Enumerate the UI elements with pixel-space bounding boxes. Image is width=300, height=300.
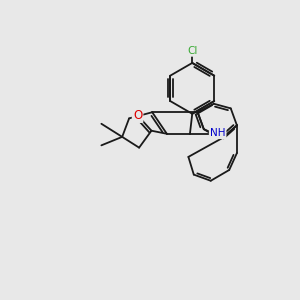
Text: Cl: Cl xyxy=(187,46,197,56)
Text: NH: NH xyxy=(210,128,225,138)
Text: O: O xyxy=(133,109,142,122)
